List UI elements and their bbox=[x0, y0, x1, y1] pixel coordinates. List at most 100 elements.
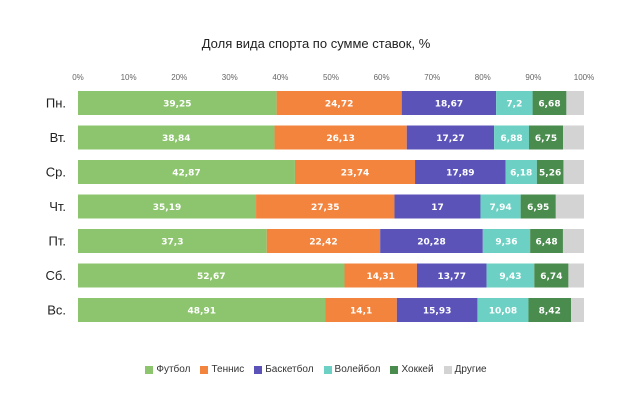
chart-title: Доля вида спорта по сумме ставок, % bbox=[201, 36, 431, 51]
bar-segment bbox=[274, 125, 407, 150]
legend-item: Теннис bbox=[200, 364, 244, 375]
bar-segment bbox=[571, 298, 584, 322]
data-label: 38,84 bbox=[162, 134, 190, 144]
bar-segment bbox=[276, 91, 402, 115]
bar-segment bbox=[380, 229, 483, 253]
x-tick-label: 80% bbox=[475, 73, 491, 82]
bar-segment bbox=[555, 194, 584, 219]
bar-row: Сб. 52,67 14,31 13,77 9,43 6,74 bbox=[46, 263, 584, 288]
bar-segment bbox=[536, 160, 564, 184]
legend-label: Другие bbox=[454, 364, 487, 375]
bar-segment bbox=[78, 91, 277, 115]
bar-row: Пт. 37,3 22,42 20,28 9,36 6,48 bbox=[49, 229, 584, 253]
x-tick-label: 70% bbox=[424, 73, 440, 82]
bar-segment bbox=[528, 298, 572, 322]
bar-row: Пн. 39,25 24,72 18,67 7,2 6,68 bbox=[46, 91, 584, 115]
data-label: 6,74 bbox=[540, 272, 562, 282]
data-label: 37,3 bbox=[161, 237, 183, 247]
legend-swatch bbox=[390, 365, 399, 374]
x-tick-label: 40% bbox=[272, 73, 288, 82]
bar-segment bbox=[568, 263, 584, 288]
legend-swatch bbox=[200, 365, 209, 374]
legend-swatch bbox=[145, 365, 154, 374]
x-tick-label: 50% bbox=[323, 73, 339, 82]
bar-segment bbox=[78, 298, 326, 322]
legend-swatch bbox=[254, 365, 263, 374]
bar-segment bbox=[486, 263, 535, 288]
data-label: 7,94 bbox=[489, 203, 511, 213]
bar-segment bbox=[494, 125, 529, 150]
bar-segment bbox=[266, 229, 381, 253]
data-label: 9,36 bbox=[495, 237, 517, 247]
data-label: 13,77 bbox=[438, 272, 466, 282]
category-label: Пн. bbox=[46, 96, 66, 111]
legend-item: Баскетбол bbox=[254, 364, 314, 375]
legend-item: Волейбол bbox=[323, 364, 380, 375]
bar-row: Ср. 42,87 23,74 17,89 6,18 5,26 bbox=[46, 160, 584, 184]
data-label: 8,42 bbox=[539, 306, 561, 316]
bar-segment bbox=[415, 160, 506, 184]
data-label: 27,35 bbox=[311, 203, 339, 213]
bar-row: Вт. 38,84 26,13 17,27 6,88 6,75 bbox=[50, 125, 584, 150]
data-label: 26,13 bbox=[326, 134, 354, 144]
data-label: 48,91 bbox=[188, 306, 216, 316]
data-label: 17,89 bbox=[446, 168, 474, 178]
data-label: 14,31 bbox=[366, 272, 394, 282]
bar-segment bbox=[396, 298, 478, 322]
bar-segment bbox=[480, 194, 521, 219]
bar-segment bbox=[482, 229, 531, 253]
data-label: 23,74 bbox=[341, 168, 369, 178]
legend: Футбол Теннис Баскетбол Волейбол Хоккей Други… bbox=[0, 364, 632, 375]
data-label: 17,27 bbox=[436, 134, 464, 144]
data-label: 35,19 bbox=[153, 203, 181, 213]
category-label: Ср. bbox=[46, 165, 66, 180]
data-label: 17 bbox=[431, 203, 444, 213]
legend-label: Футбол bbox=[156, 364, 191, 375]
category-label: Сб. bbox=[46, 268, 66, 283]
bar-segment bbox=[534, 263, 569, 288]
data-label: 10,08 bbox=[489, 306, 517, 316]
bar-segment bbox=[78, 125, 275, 150]
data-label: 7,2 bbox=[506, 99, 522, 109]
x-tick-label: 10% bbox=[121, 73, 137, 82]
legend-item: Другие bbox=[443, 364, 487, 375]
data-label: 9,43 bbox=[499, 272, 521, 282]
legend-item: Хоккей bbox=[390, 364, 434, 375]
bar-segment bbox=[294, 160, 416, 184]
bar-segment bbox=[406, 125, 495, 150]
x-tick-label: 90% bbox=[525, 73, 541, 82]
legend-label: Баскетбол bbox=[265, 364, 314, 375]
data-label: 20,28 bbox=[417, 237, 445, 247]
bar-segment bbox=[78, 194, 257, 219]
legend-swatch bbox=[323, 365, 332, 374]
bar-row: Чт. 35,19 27,35 17 7,94 6,95 bbox=[49, 194, 584, 219]
bar-segment bbox=[496, 91, 533, 115]
data-label: 6,95 bbox=[527, 203, 549, 213]
bar-segment bbox=[256, 194, 395, 219]
bar-segment bbox=[562, 229, 584, 253]
data-label: 6,88 bbox=[500, 134, 522, 144]
x-tick-label: 60% bbox=[374, 73, 390, 82]
x-tick-label: 20% bbox=[171, 73, 187, 82]
bar-segment bbox=[528, 125, 564, 150]
data-label: 6,48 bbox=[535, 237, 557, 247]
bar-segment bbox=[520, 194, 556, 219]
data-label: 6,18 bbox=[510, 168, 532, 178]
x-tick-label: 0% bbox=[72, 73, 84, 82]
legend-label: Хоккей bbox=[401, 364, 434, 375]
bar-segment bbox=[566, 91, 584, 115]
data-label: 6,68 bbox=[538, 99, 560, 109]
legend-item: Футбол bbox=[145, 364, 190, 375]
bar-segment bbox=[394, 194, 481, 219]
bar-segment bbox=[325, 298, 397, 322]
bar-segment bbox=[416, 263, 487, 288]
bar-segment bbox=[505, 160, 537, 184]
x-tick-label: 100% bbox=[574, 73, 594, 82]
data-label: 6,75 bbox=[535, 134, 557, 144]
data-label: 24,72 bbox=[325, 99, 353, 109]
category-label: Вт. bbox=[50, 130, 66, 145]
category-label: Чт. bbox=[49, 199, 66, 214]
bar-segment bbox=[78, 229, 267, 253]
bar-segment bbox=[78, 263, 345, 288]
